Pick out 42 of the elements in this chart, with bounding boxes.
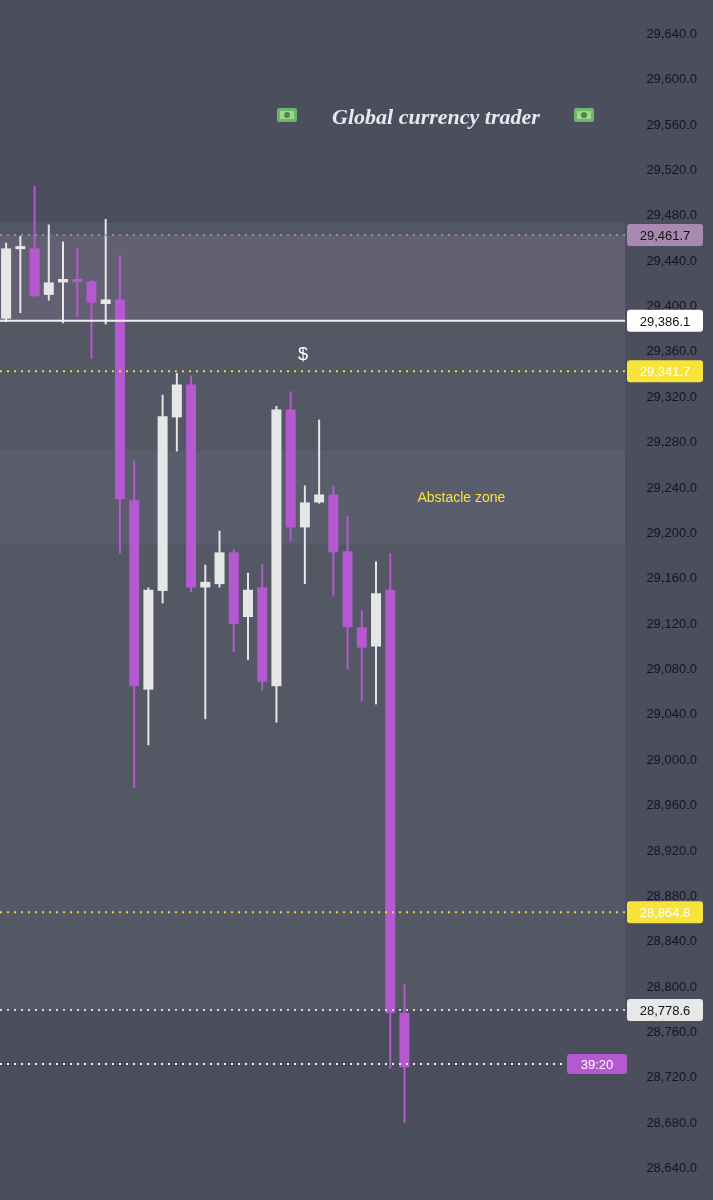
y-tick-label: 29,000.0 bbox=[646, 751, 697, 767]
candlestick bbox=[86, 279, 97, 360]
y-tick-label: 29,480.0 bbox=[646, 207, 697, 223]
y-tick-label: 28,720.0 bbox=[646, 1069, 697, 1085]
candlestick bbox=[100, 217, 111, 326]
y-tick-label: 29,560.0 bbox=[646, 116, 697, 132]
y-tick-label: 29,640.0 bbox=[646, 25, 697, 41]
y-tick-label: 28,880.0 bbox=[646, 887, 697, 903]
y-tick-label: 28,920.0 bbox=[646, 842, 697, 858]
y-tick-label: 29,280.0 bbox=[646, 434, 697, 450]
y-tick-label: 29,600.0 bbox=[646, 71, 697, 87]
y-tick-label: 28,640.0 bbox=[646, 1160, 697, 1176]
ref-line-label: 28,778.6 bbox=[639, 1002, 691, 1018]
band-label: Abstacle zone bbox=[417, 489, 506, 506]
ref-line-label: 29,386.1 bbox=[639, 313, 691, 329]
candlestick bbox=[72, 247, 83, 318]
ref-line-label: 28,864.8 bbox=[639, 905, 691, 921]
y-tick-label: 28,760.0 bbox=[646, 1024, 697, 1039]
annotation: $ bbox=[297, 344, 309, 364]
y-tick-label: 29,120.0 bbox=[646, 615, 697, 631]
y-tick-label: 29,360.0 bbox=[646, 343, 697, 359]
ref-line-label: 29,341.7 bbox=[639, 364, 691, 380]
y-tick-label: 29,400.0 bbox=[646, 298, 697, 314]
y-tick-label: 29,040.0 bbox=[646, 706, 697, 722]
y-tick-label: 28,840.0 bbox=[646, 933, 697, 949]
annotation: 39:20 bbox=[580, 1056, 614, 1072]
y-tick-label: 29,520.0 bbox=[646, 162, 697, 177]
candlestick bbox=[15, 234, 26, 315]
candlestick bbox=[200, 563, 211, 721]
candlestick bbox=[356, 609, 367, 702]
candlestick bbox=[43, 223, 54, 302]
y-tick-label: 29,160.0 bbox=[646, 570, 697, 586]
y-tick-label: 29,200.0 bbox=[646, 524, 697, 540]
y-tick-label: 29,240.0 bbox=[646, 479, 697, 495]
ref-line-label: 29,461.7 bbox=[639, 228, 691, 244]
y-tick-label: 28,800.0 bbox=[646, 978, 697, 994]
y-tick-label: 29,320.0 bbox=[646, 388, 697, 404]
y-tick-label: 29,080.0 bbox=[646, 661, 697, 677]
text: Global currency trader bbox=[332, 104, 541, 129]
y-tick-label: 28,960.0 bbox=[646, 797, 697, 813]
y-tick-label: 28,680.0 bbox=[646, 1114, 697, 1130]
y-tick-label: 29,440.0 bbox=[646, 252, 697, 268]
